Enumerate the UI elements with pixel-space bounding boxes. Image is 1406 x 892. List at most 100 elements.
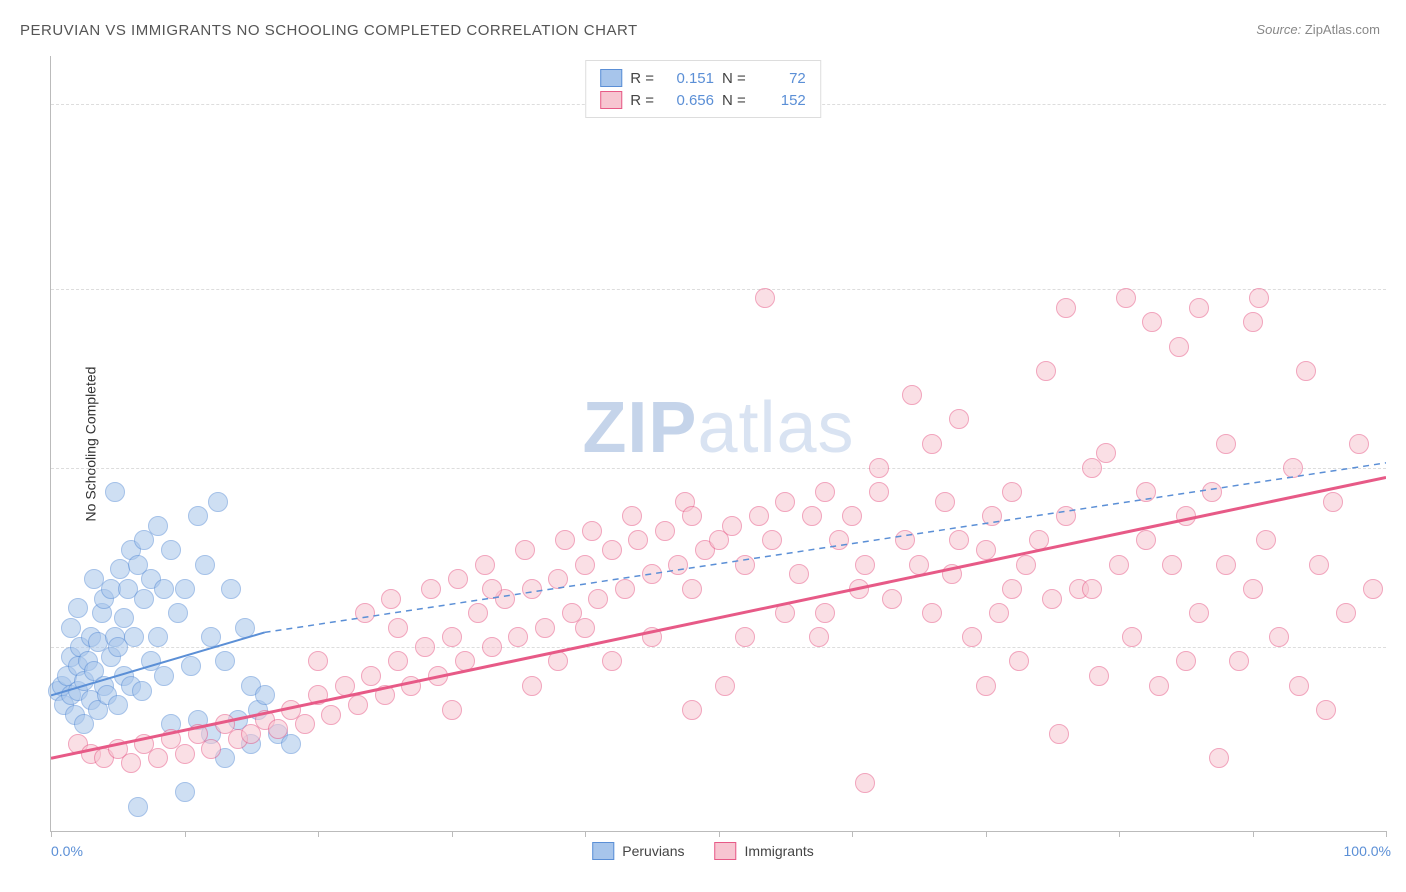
r-label: R = — [630, 70, 654, 87]
data-point — [448, 569, 468, 589]
data-point — [1189, 603, 1209, 623]
data-point — [1116, 288, 1136, 308]
data-point — [1256, 530, 1276, 550]
data-point — [895, 530, 915, 550]
data-point — [201, 627, 221, 647]
r-label: R = — [630, 92, 654, 109]
y-tick-label: 11.2% — [1396, 281, 1406, 297]
data-point — [962, 627, 982, 647]
data-point — [602, 651, 622, 671]
data-point — [1349, 434, 1369, 454]
data-point — [976, 540, 996, 560]
data-point — [154, 666, 174, 686]
data-point — [388, 618, 408, 638]
watermark: ZIPatlas — [582, 387, 854, 469]
data-point — [1042, 589, 1062, 609]
data-point — [548, 569, 568, 589]
x-tick — [585, 831, 586, 837]
x-tick — [719, 831, 720, 837]
data-point — [722, 516, 742, 536]
data-point — [215, 651, 235, 671]
data-point — [682, 700, 702, 720]
data-point — [1296, 361, 1316, 381]
data-point — [869, 458, 889, 478]
data-point — [175, 579, 195, 599]
data-point — [1002, 482, 1022, 502]
data-point — [642, 564, 662, 584]
data-point — [655, 521, 675, 541]
data-point — [922, 603, 942, 623]
y-tick-label: 3.8% — [1396, 639, 1406, 655]
data-point — [909, 555, 929, 575]
data-point — [802, 506, 822, 526]
n-value-peruvians: 72 — [758, 70, 806, 87]
data-point — [809, 627, 829, 647]
data-point — [1056, 298, 1076, 318]
x-tick — [1119, 831, 1120, 837]
gridline — [51, 468, 1386, 469]
data-point — [628, 530, 648, 550]
data-point — [1009, 651, 1029, 671]
data-point — [124, 627, 144, 647]
data-point — [1323, 492, 1343, 512]
x-tick — [51, 831, 52, 837]
swatch-immigrants-bottom — [715, 842, 737, 860]
plot-area: ZIPatlas No Schooling Completed 0.0% 100… — [50, 56, 1386, 832]
data-point — [1089, 666, 1109, 686]
data-point — [535, 618, 555, 638]
data-point — [148, 516, 168, 536]
data-point — [1136, 482, 1156, 502]
data-point — [428, 666, 448, 686]
data-point — [949, 530, 969, 550]
data-point — [308, 651, 328, 671]
data-point — [789, 564, 809, 584]
data-point — [775, 603, 795, 623]
data-point — [508, 627, 528, 647]
data-point — [668, 555, 688, 575]
gridline — [51, 647, 1386, 648]
data-point — [682, 579, 702, 599]
data-point — [482, 579, 502, 599]
data-point — [1082, 579, 1102, 599]
x-tick — [452, 831, 453, 837]
data-point — [989, 603, 1009, 623]
data-point — [175, 744, 195, 764]
data-point — [1136, 530, 1156, 550]
data-point — [575, 618, 595, 638]
x-axis-min-label: 0.0% — [51, 843, 83, 859]
data-point — [682, 506, 702, 526]
x-tick — [185, 831, 186, 837]
data-point — [188, 506, 208, 526]
data-point — [208, 492, 228, 512]
data-point — [622, 506, 642, 526]
data-point — [829, 530, 849, 550]
swatch-peruvians-bottom — [592, 842, 614, 860]
data-point — [148, 627, 168, 647]
data-point — [348, 695, 368, 715]
data-point — [154, 579, 174, 599]
legend-item-immigrants: Immigrants — [715, 842, 814, 860]
data-point — [1216, 555, 1236, 575]
legend-row-immigrants: R = 0.656 N = 152 — [600, 89, 806, 111]
data-point — [1056, 506, 1076, 526]
data-point — [482, 637, 502, 657]
data-point — [195, 555, 215, 575]
data-point — [815, 603, 835, 623]
data-point — [755, 288, 775, 308]
data-point — [84, 569, 104, 589]
data-point — [855, 773, 875, 793]
data-point — [555, 530, 575, 550]
data-point — [1176, 506, 1196, 526]
data-point — [515, 540, 535, 560]
x-tick — [1253, 831, 1254, 837]
data-point — [522, 579, 542, 599]
data-point — [468, 603, 488, 623]
series-legend: Peruvians Immigrants — [592, 842, 814, 860]
legend-row-peruvians: R = 0.151 N = 72 — [600, 67, 806, 89]
source-attribution: Source: ZipAtlas.com — [1256, 22, 1380, 37]
data-point — [1162, 555, 1182, 575]
source-value: ZipAtlas.com — [1305, 22, 1380, 37]
data-point — [442, 700, 462, 720]
data-point — [201, 739, 221, 759]
data-point — [642, 627, 662, 647]
